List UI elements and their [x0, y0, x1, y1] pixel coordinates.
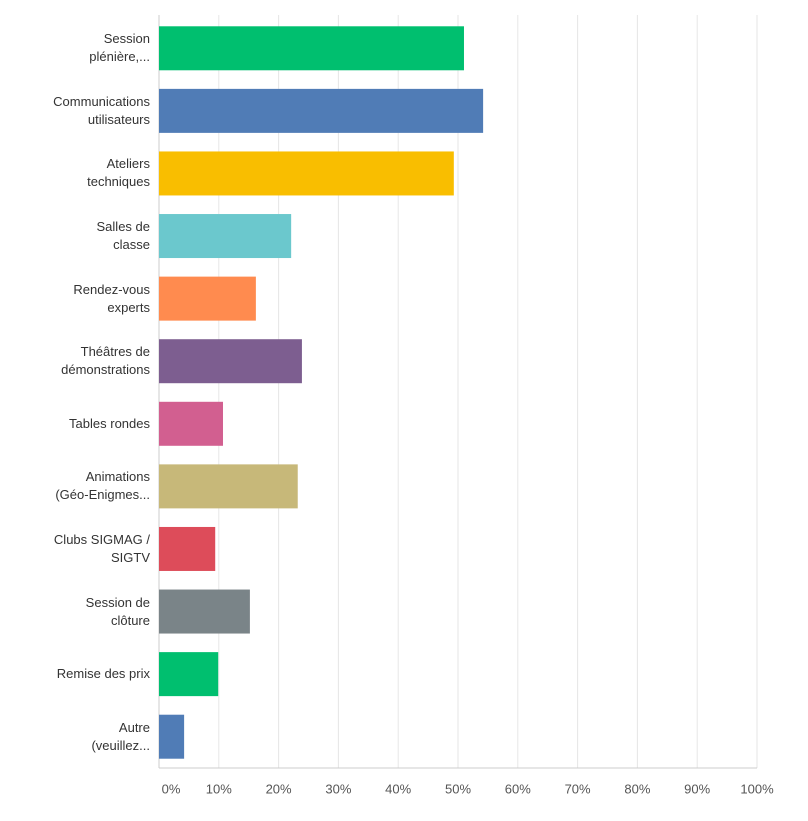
x-tick-label: 30% [325, 781, 351, 796]
category-label: Rendez-vous experts [73, 281, 150, 315]
x-tick-label: 50% [445, 781, 471, 796]
bar [159, 88, 484, 133]
x-tick-label: 70% [565, 781, 591, 796]
category-label: Communications utilisateurs [53, 93, 150, 127]
x-tick-label: 100% [740, 781, 774, 796]
bar [159, 589, 250, 634]
category-label: Ateliers techniques [87, 156, 150, 190]
bar [159, 464, 298, 509]
category-label: Session de clôture [85, 594, 150, 628]
bar [159, 714, 185, 759]
category-label: Clubs SIGMAG / SIGTV [53, 531, 150, 565]
x-tick-label: 0% [162, 781, 181, 796]
bar [159, 26, 464, 71]
x-tick-label: 90% [684, 781, 710, 796]
bar [159, 214, 292, 259]
x-tick-label: 10% [206, 781, 232, 796]
category-label: Autre (veuillez... [91, 719, 150, 753]
category-label: Tables rondes [69, 415, 150, 431]
bar [159, 526, 216, 571]
bar [159, 401, 223, 446]
category-label: Session plénière,... [89, 31, 150, 65]
bar [159, 276, 256, 321]
x-tick-label: 40% [385, 781, 411, 796]
category-label: Animations (Géo-Enigmes... [55, 469, 150, 503]
category-label: Salles de classe [96, 219, 150, 253]
x-tick-label: 20% [266, 781, 292, 796]
category-label: Théâtres de démonstrations [61, 344, 150, 378]
bar [159, 652, 219, 697]
x-tick-label: 80% [624, 781, 650, 796]
bar [159, 151, 454, 196]
bar [159, 339, 302, 384]
category-label: Remise des prix [56, 666, 150, 682]
x-tick-label: 60% [505, 781, 531, 796]
